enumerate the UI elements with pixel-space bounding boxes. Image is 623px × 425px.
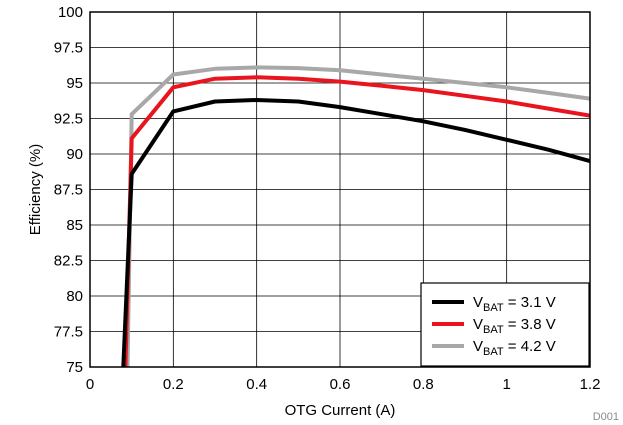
- plot-frame: [89, 11, 591, 368]
- y-tick-label: 100: [58, 4, 83, 21]
- x-axis-label: OTG Current (A): [285, 402, 396, 419]
- y-axis-label: Efficiency (%): [27, 144, 44, 235]
- legend-label: VBAT = 3.8 V: [473, 316, 556, 336]
- y-tick-label: 85: [66, 217, 83, 234]
- legend-label: VBAT = 4.2 V: [473, 338, 556, 358]
- x-tick-label: 0: [86, 376, 94, 393]
- x-tick-label: 0.8: [413, 376, 434, 393]
- x-tick-label: 0.4: [246, 376, 267, 393]
- series-layer: [121, 65, 590, 367]
- x-tick-label: 1.2: [580, 376, 601, 393]
- y-tick-label: 75: [66, 359, 83, 376]
- x-tick-label: 0.2: [163, 376, 184, 393]
- series-line: [123, 75, 590, 367]
- y-tick-label: 92.5: [54, 111, 83, 128]
- y-tick-label: 87.5: [54, 182, 83, 199]
- y-tick-label: 97.5: [54, 40, 83, 57]
- x-tick-labels: 0 0.2 0.4 0.6 0.8 1 1.2: [86, 376, 601, 393]
- y-tick-label: 82.5: [54, 253, 83, 270]
- y-tick-label: 95: [66, 75, 83, 92]
- y-tick-label: 90: [66, 146, 83, 163]
- x-tick-label: 1: [502, 376, 510, 393]
- y-tick-label: 80: [66, 288, 83, 305]
- x-tick-label: 0.6: [330, 376, 351, 393]
- figure-id: D001: [593, 411, 619, 423]
- series-line: [121, 98, 590, 367]
- y-tick-label: 77.5: [54, 324, 83, 341]
- series-line: [125, 65, 590, 367]
- legend-label: VBAT = 3.1 V: [473, 294, 556, 314]
- y-tick-labels: 75 77.5 80 82.5 85 87.5 90 92.5 95 97.5 100: [54, 4, 83, 376]
